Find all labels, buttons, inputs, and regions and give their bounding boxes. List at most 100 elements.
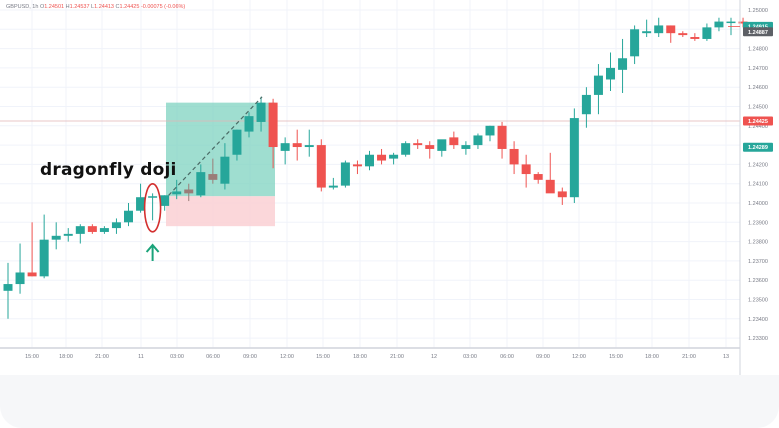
candle[interactable] [256,96,266,132]
candle[interactable] [654,17,664,38]
chart-area[interactable]: 15:00 18:00 21:00 11 03:00 06:00 09:00 12:00 15:… [0,0,779,375]
candle[interactable] [702,23,712,41]
candle[interactable] [533,172,543,184]
y-tick-label: 1.23500 [748,298,768,304]
y-tick-label: 1.23400 [748,317,768,323]
candle[interactable] [172,179,182,200]
x-tick-label: 21:00 [682,354,696,360]
candle[interactable] [268,98,278,169]
candlestick-chart[interactable]: 15:00 18:00 21:00 11 03:00 06:00 09:00 12:00 15:… [0,0,779,375]
x-tick-label: 13 [723,354,729,360]
candle[interactable] [87,224,97,234]
x-tick-label: 09:00 [536,354,550,360]
x-tick-label: 18:00 [645,354,659,360]
candle[interactable] [316,139,326,192]
dragonfly-doji-label: dragonfly doji [40,160,177,180]
candle[interactable] [569,108,579,203]
x-tick-label: 12:00 [280,354,294,360]
price-label: 1.24425 [743,116,773,126]
candle[interactable] [461,141,471,155]
change-value: -0.00075 (-0.06%) [140,4,186,10]
candle[interactable] [39,214,49,279]
candle[interactable] [365,150,374,171]
y-tick-label: 1.23300 [748,336,768,342]
candle[interactable] [328,177,338,190]
candle[interactable] [160,195,170,211]
candle[interactable] [15,243,25,294]
candle[interactable] [581,87,591,128]
candle[interactable] [220,143,230,190]
candle[interactable] [678,31,688,38]
x-tick-label: 03:00 [170,354,184,360]
y-tick-label: 1.23800 [748,240,768,246]
candle[interactable] [714,17,724,32]
candle[interactable] [425,141,435,159]
candle[interactable] [690,33,700,41]
candle[interactable] [51,222,61,250]
candle[interactable] [557,187,567,205]
candle[interactable] [352,160,362,175]
y-tick-label: 1.24200 [748,162,768,168]
candle[interactable] [136,183,146,213]
candle[interactable] [148,193,158,221]
y-tick-label: 1.24700 [748,66,768,72]
candles [3,17,748,319]
candle[interactable] [473,133,483,149]
candle[interactable] [389,152,399,165]
candle[interactable] [497,121,507,159]
x-tick-label: 21:00 [390,354,404,360]
candle[interactable] [509,141,519,175]
candle[interactable] [196,164,206,198]
candle[interactable] [292,129,302,161]
candle[interactable] [449,131,459,149]
candle[interactable] [401,141,411,157]
candle[interactable] [340,160,350,188]
x-tick-label: 03:00 [463,354,477,360]
candle[interactable] [377,148,387,165]
candle[interactable] [666,25,676,43]
y-tick-label: 1.25000 [748,8,768,14]
candle[interactable] [642,19,652,38]
x-tick-label: 18:00 [59,354,73,360]
candle[interactable] [630,25,640,65]
candle[interactable] [545,152,555,194]
candle[interactable] [437,139,447,157]
x-tick-label: 15:00 [25,354,39,360]
candle[interactable] [184,183,194,202]
candle[interactable] [75,224,85,244]
price-label: 1.24887 [743,27,773,37]
trend-line[interactable] [168,96,263,196]
y-tick-label: 1.23700 [748,259,768,265]
candle[interactable] [618,38,628,93]
low-value: 1.24413 [94,4,114,10]
x-tick-label: 18:00 [353,354,367,360]
candle[interactable] [413,139,423,149]
y-tick-label: 1.23900 [748,220,768,226]
candle[interactable] [111,218,121,234]
x-tick-label: 06:00 [206,354,220,360]
open-value: 1.24501 [44,4,65,10]
candle[interactable] [280,137,290,165]
x-tick-label: 09:00 [243,354,257,360]
candle[interactable] [521,154,531,188]
price-label: 1.24289 [743,142,773,152]
candle[interactable] [304,129,314,157]
candle[interactable] [63,228,73,242]
loss-zone[interactable] [166,196,275,227]
candle[interactable] [124,203,133,227]
candle[interactable] [208,158,218,184]
candle[interactable] [593,64,603,115]
candle[interactable] [606,52,615,92]
candle[interactable] [3,262,13,319]
candle[interactable] [27,222,37,277]
candle[interactable] [485,125,495,142]
candle[interactable] [232,129,242,161]
candle[interactable] [244,112,254,138]
ohlc-legend: GBPUSD, 1h O1.24501 H1.24537 L1.24413 C1… [6,4,186,10]
x-tick-label: 12:00 [572,354,586,360]
candle[interactable] [99,226,109,234]
x-tick-label: 15:00 [609,354,623,360]
x-tick-label: 12 [431,354,437,360]
svg-text:1.24887: 1.24887 [748,30,768,36]
doji-highlight-ellipse [143,183,162,233]
